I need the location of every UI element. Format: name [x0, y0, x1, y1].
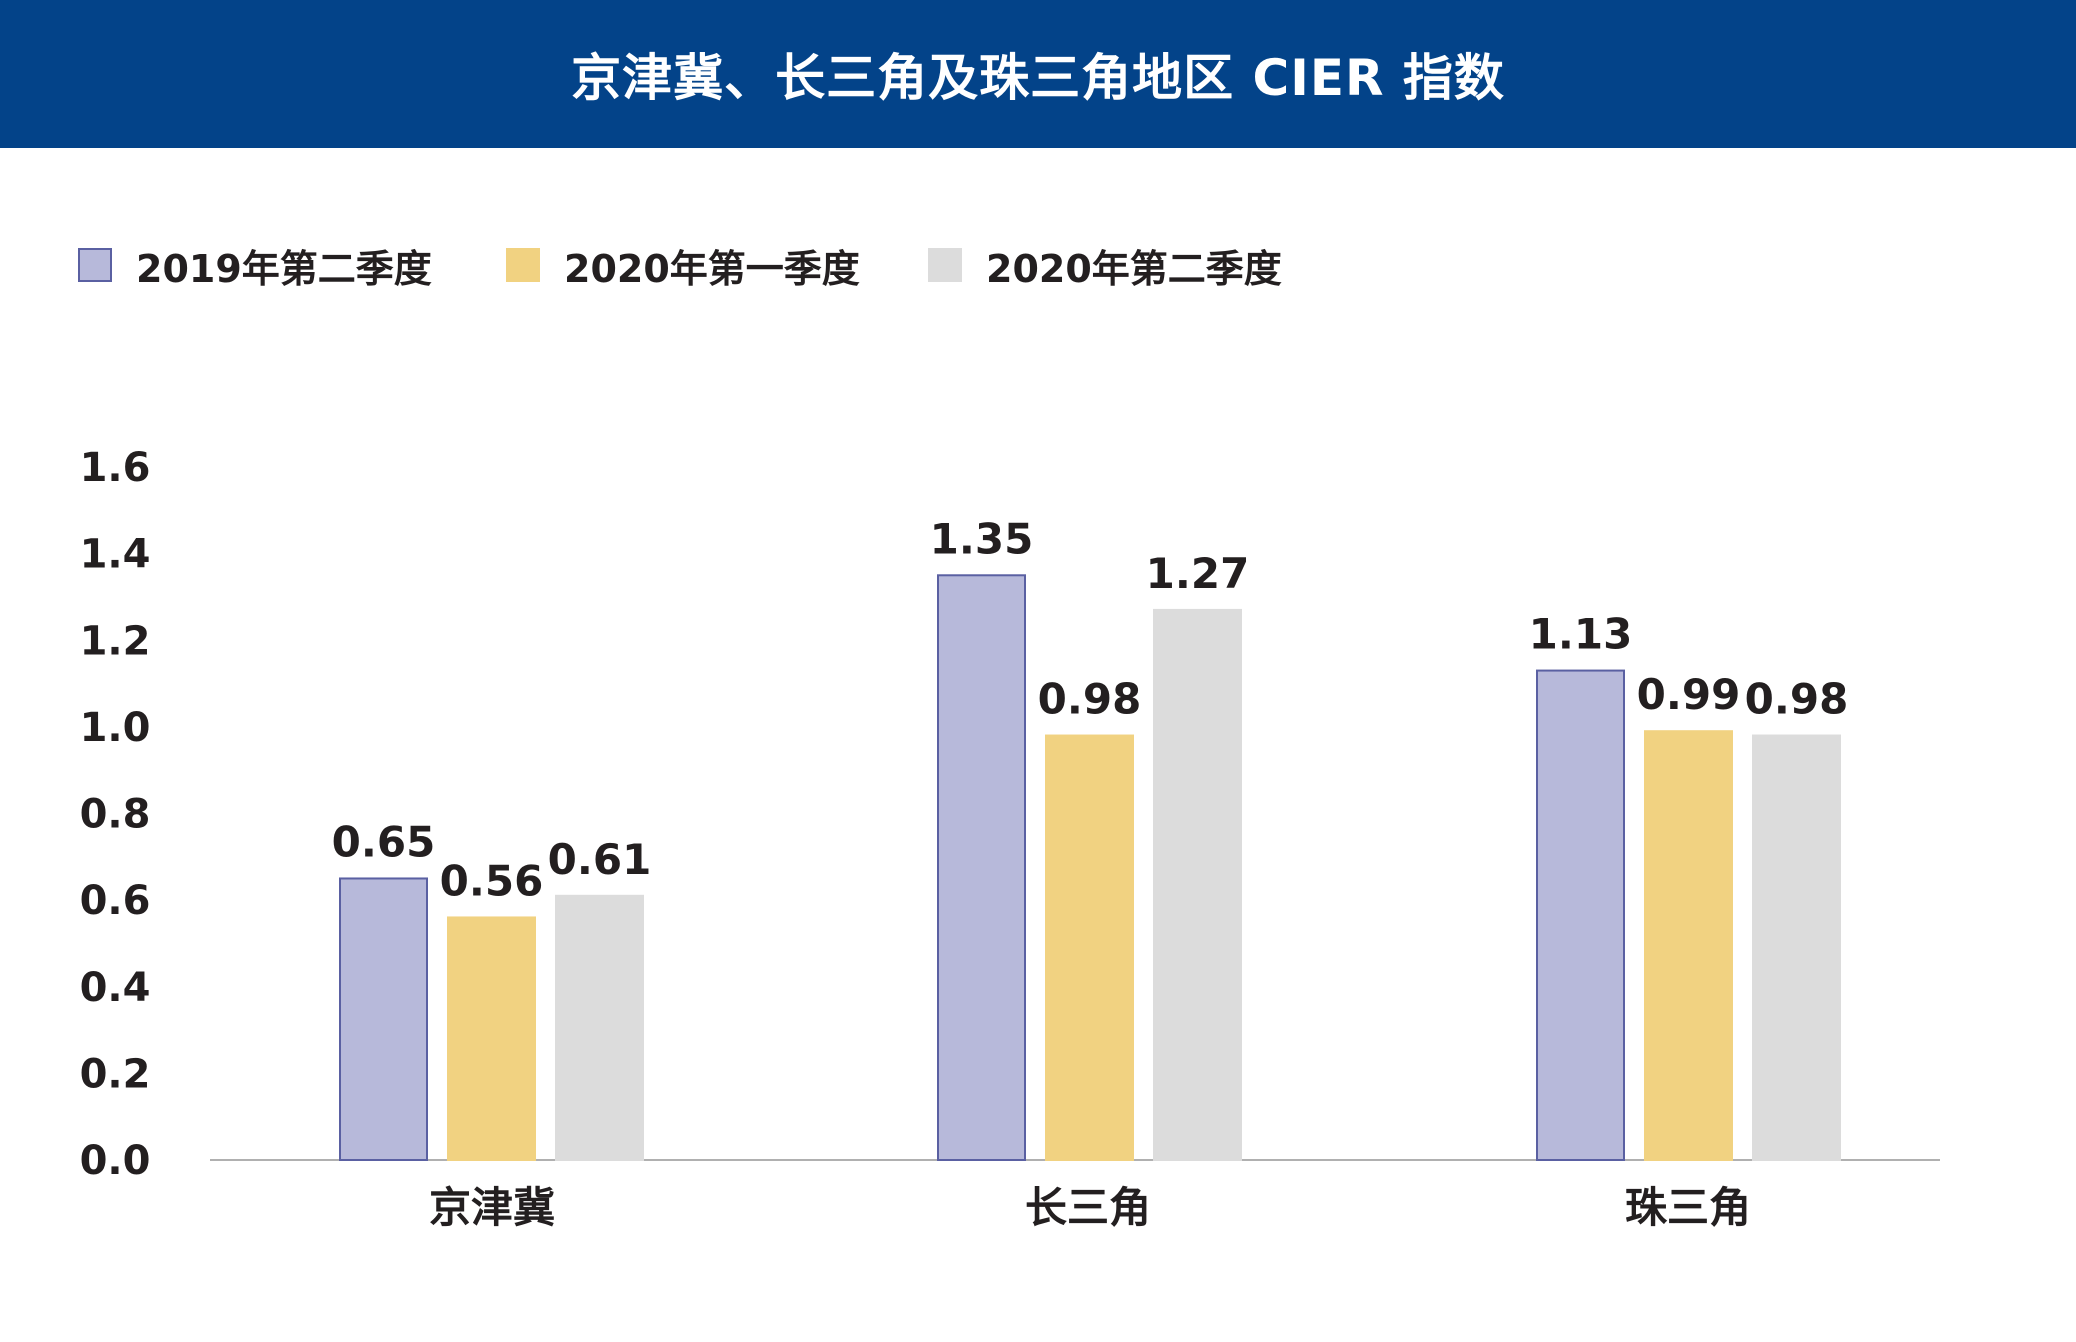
bar: [447, 916, 536, 1162]
legend-item-2019-q2: 2019年第二季度: [78, 235, 432, 295]
y-tick-label: 0.4: [80, 965, 151, 1011]
bar: [555, 894, 644, 1161]
bar: [1153, 608, 1242, 1161]
bar-value-label: 1.13: [1529, 610, 1633, 659]
y-tick-label: 1.6: [80, 445, 151, 491]
bar-value-label: 0.98: [1038, 675, 1142, 724]
y-tick-label: 1.4: [80, 532, 151, 578]
bar-value-label: 0.99: [1637, 670, 1741, 719]
y-tick-label: 1.0: [80, 705, 151, 751]
bar: [1752, 734, 1841, 1161]
bar: [339, 877, 428, 1161]
legend-label-2020-q1: 2020年第一季度: [564, 246, 860, 291]
bar-value-label: 1.27: [1146, 549, 1250, 598]
legend-swatch-2020-q1: [506, 248, 540, 282]
bar-value-label: 1.35: [930, 514, 1034, 563]
legend-item-2020-q2: 2020年第二季度: [928, 235, 1282, 295]
y-tick-label: 1.2: [80, 618, 151, 664]
legend-item-2020-q1: 2020年第一季度: [506, 235, 860, 295]
legend-label-2019-q2: 2019年第二季度: [136, 246, 432, 291]
y-tick-label: 0.0: [80, 1138, 151, 1184]
chart-title: 京津冀、长三角及珠三角地区 CIER 指数: [571, 49, 1505, 107]
legend-label-2020-q2: 2020年第二季度: [986, 246, 1282, 291]
chart-header: 京津冀、长三角及珠三角地区 CIER 指数: [0, 0, 2076, 148]
y-tick-label: 0.8: [80, 792, 151, 838]
x-category-label: 长三角: [1025, 1183, 1151, 1232]
bar-value-label: 0.56: [440, 856, 544, 905]
bar: [937, 574, 1026, 1161]
bar-value-label: 0.98: [1745, 675, 1849, 724]
bar: [1644, 730, 1733, 1161]
x-category-label: 京津冀: [429, 1183, 555, 1232]
x-category-label: 珠三角: [1625, 1183, 1751, 1232]
bar: [1045, 734, 1134, 1161]
y-tick-label: 0.6: [80, 878, 151, 924]
legend-swatch-2019-q2: [78, 248, 112, 282]
bar: [1536, 669, 1625, 1161]
bar-value-label: 0.65: [332, 817, 436, 866]
y-tick-label: 0.2: [80, 1051, 151, 1097]
bar-value-label: 0.61: [548, 835, 652, 884]
legend-swatch-2020-q2: [928, 248, 962, 282]
